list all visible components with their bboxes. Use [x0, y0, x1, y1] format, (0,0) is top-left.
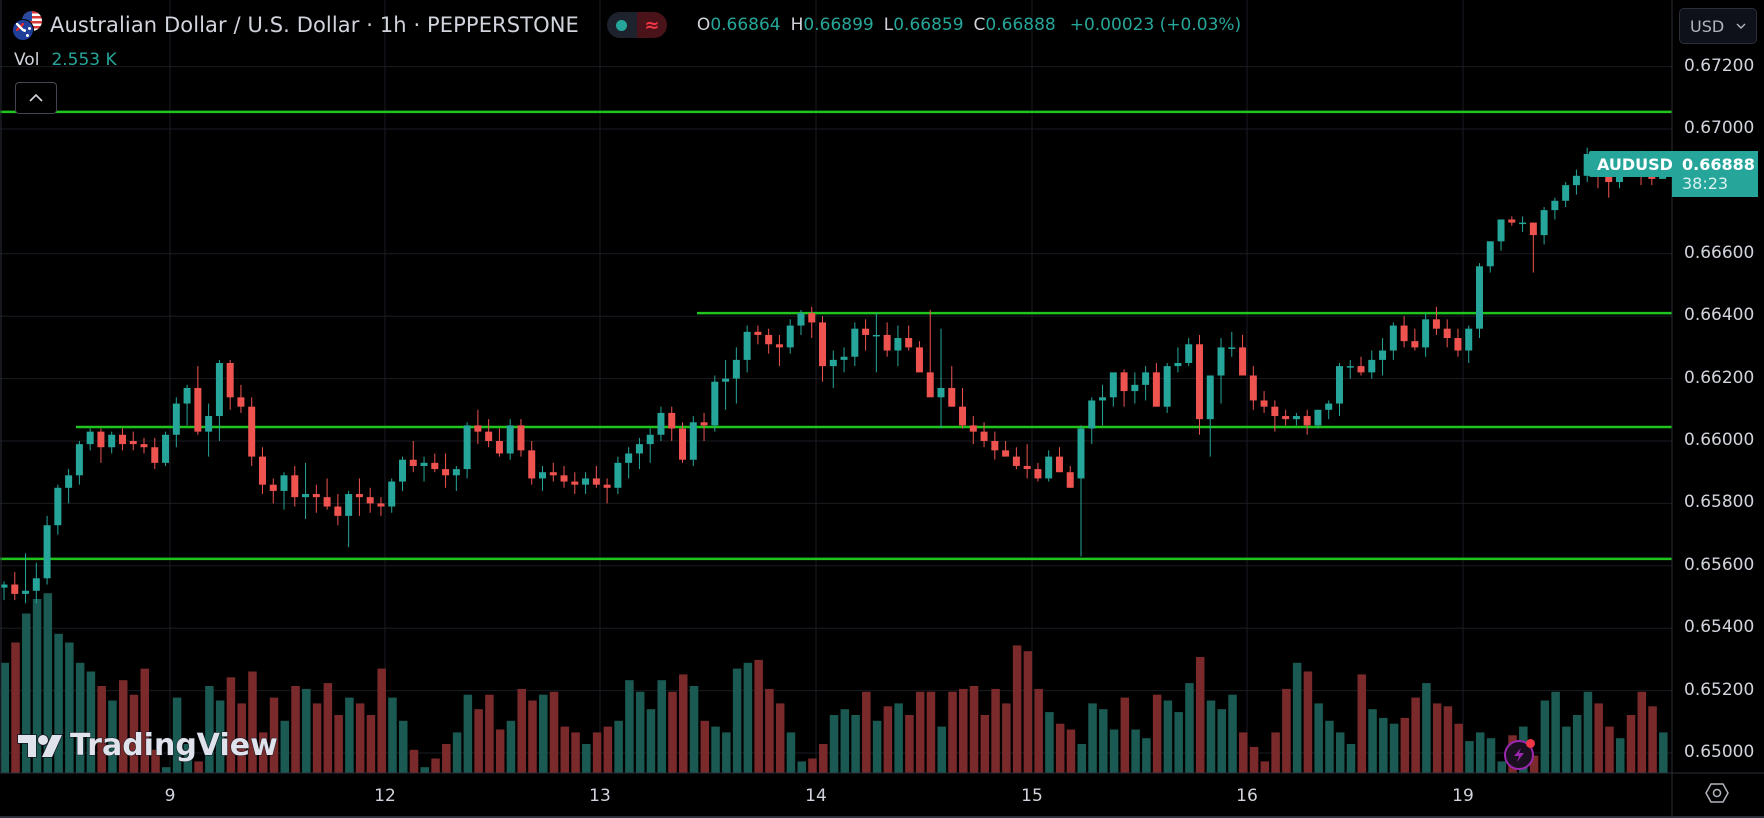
price-tick-label: 0.65000	[1684, 742, 1755, 762]
volume-value: 2.553 K	[51, 50, 117, 70]
currency-select[interactable]: USD	[1679, 8, 1757, 44]
chevron-down-icon	[1736, 23, 1746, 29]
market-open-dot-icon	[616, 19, 628, 31]
candlestick-series	[0, 147, 1667, 604]
lightning-icon	[1514, 748, 1524, 762]
time-tick-label: 19	[1452, 786, 1474, 806]
market-open-indicator[interactable]	[606, 12, 637, 38]
chart-grid	[0, 0, 1672, 773]
symbol-title[interactable]: Australian Dollar / U.S. Dollar · 1h · P…	[50, 13, 579, 37]
tradingview-watermark[interactable]: TradingView	[16, 728, 279, 764]
price-tick-label: 0.65600	[1684, 554, 1755, 575]
chart-legend: Australian Dollar / U.S. Dollar · 1h · P…	[12, 10, 1241, 41]
price-tick-label: 0.67000	[1684, 118, 1755, 138]
bar-countdown: 38:23	[1682, 174, 1729, 193]
watermark-text: TradingView	[70, 728, 279, 764]
price-tick-label: 0.66200	[1684, 367, 1755, 388]
chart-settings-icon[interactable]	[1704, 780, 1730, 806]
chevron-up-icon	[29, 93, 43, 102]
collapse-legend-button[interactable]	[15, 82, 57, 114]
price-tick-label: 0.67200	[1684, 55, 1755, 76]
price-tick-label: 0.66400	[1684, 305, 1755, 326]
au-flag-icon	[12, 19, 34, 41]
high-label: H	[790, 15, 804, 35]
time-tick-label: 15	[1021, 786, 1043, 806]
open-value: 0.66864	[710, 15, 781, 35]
time-tick-label: 13	[589, 786, 611, 806]
last-price-value: 0.66888	[1682, 155, 1755, 174]
price-tick-label: 0.66000	[1684, 430, 1755, 450]
price-tick-label: 0.66600	[1684, 242, 1755, 263]
horizontal-level-lines[interactable]	[0, 110, 1672, 561]
last-price-label: 0.66888 38:23	[1672, 151, 1758, 197]
delayed-data-icon[interactable]: ≈	[636, 12, 667, 38]
market-status-pill[interactable]: ≈	[606, 12, 667, 38]
low-value: 0.66859	[893, 15, 964, 35]
volume-bars	[0, 593, 1668, 773]
currency-value: USD	[1690, 16, 1725, 36]
lightning-alert-button[interactable]	[1504, 739, 1535, 770]
tradingview-logo-icon	[17, 733, 64, 758]
high-value: 0.66899	[803, 15, 874, 35]
time-tick-label: 12	[374, 786, 396, 806]
volume-label: Vol	[14, 50, 40, 70]
symbol-flags-icon	[12, 10, 42, 41]
notification-dot	[1526, 739, 1535, 748]
close-value: 0.66888	[985, 15, 1056, 35]
symbol-price-tag: AUDUSD	[1589, 151, 1681, 177]
price-tick-label: 0.65400	[1684, 617, 1755, 638]
price-tick-label: 0.65800	[1684, 492, 1755, 513]
low-label: L	[883, 15, 894, 35]
time-tick-label: 9	[164, 786, 176, 806]
price-change: +0.00023 (+0.03%)	[1069, 15, 1242, 35]
volume-legend[interactable]: Vol 2.553 K	[14, 50, 117, 70]
time-tick-label: 16	[1236, 786, 1258, 806]
open-label: O	[696, 15, 711, 35]
close-label: C	[973, 15, 986, 35]
ohlc-values: O0.66864 H0.66899 L0.66859 C0.66888 +0.0…	[697, 15, 1241, 35]
price-tick-label: 0.65200	[1684, 679, 1755, 700]
time-tick-label: 14	[805, 786, 827, 806]
